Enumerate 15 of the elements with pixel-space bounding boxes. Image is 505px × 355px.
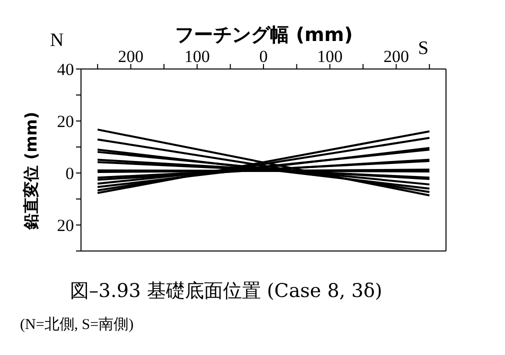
text: N xyxy=(50,30,64,52)
x-tick-label: 200 xyxy=(118,47,144,66)
x-tick-label: 100 xyxy=(184,47,210,66)
y-tick-label: 40 xyxy=(57,60,74,80)
y-tick-label: 20 xyxy=(57,112,74,132)
x-tick-label: 100 xyxy=(317,47,343,66)
x-tick-label: 200 xyxy=(383,47,409,66)
y-tick-label: 0 xyxy=(66,164,74,184)
y-axis-title: 鉛直変位 (mm) xyxy=(22,110,42,230)
text: S xyxy=(418,38,429,60)
text: (N=北側, S=南側) xyxy=(20,316,134,334)
text: 図–3.93 基礎底面位置 (Case 8, 3δ) xyxy=(70,279,382,304)
y-tick-label: 20 xyxy=(57,216,74,236)
x-axis-title: フーチング幅 (mm) xyxy=(174,23,354,48)
x-tick-label: 0 xyxy=(259,47,268,66)
